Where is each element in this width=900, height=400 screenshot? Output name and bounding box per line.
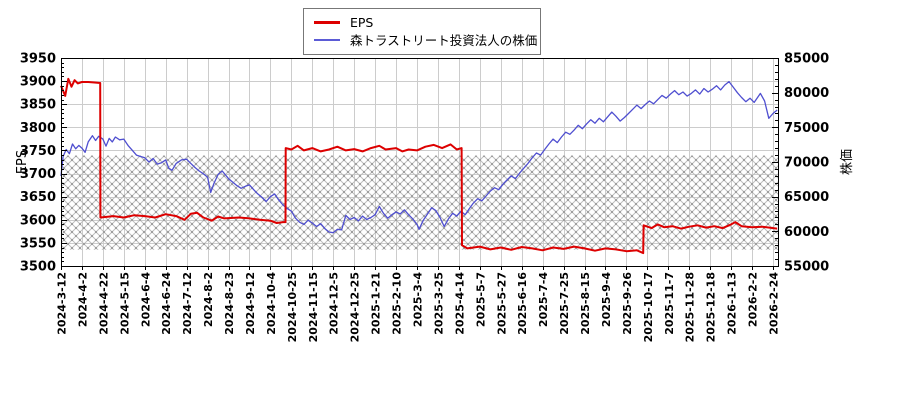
- left-tick-label: 3650: [20, 190, 56, 205]
- x-tick-label: 2024-12-25: [349, 272, 362, 342]
- price-line: [60, 80, 778, 234]
- right-tick-label: 70000: [784, 156, 829, 171]
- x-tick-label: 2025-11-7: [663, 272, 676, 335]
- right-tick-label: 85000: [784, 52, 829, 67]
- x-tick-label: 2024-11-15: [307, 272, 320, 342]
- x-tick-label: 2025-9-26: [621, 272, 634, 335]
- right-tick-label: 65000: [784, 190, 829, 205]
- tick-marks: [61, 58, 778, 270]
- x-tick-label: 2024-4-22: [97, 272, 110, 335]
- x-tick-label: 2024-7-12: [181, 272, 194, 335]
- x-tick-label: 2024-5-15: [118, 272, 131, 335]
- left-tick-label: 3850: [20, 98, 56, 113]
- right-tick-label: 75000: [784, 121, 829, 136]
- x-tick-label: 2025-2-10: [391, 272, 404, 335]
- x-tick-label: 2025-6-16: [516, 272, 529, 335]
- x-tick-label: 2025-3-4: [412, 272, 425, 327]
- x-tick-label: 2025-1-21: [370, 272, 383, 335]
- x-tick-label: 2024-3-12: [56, 272, 69, 335]
- x-tick-label: 2024-6-24: [160, 272, 173, 335]
- x-tick-label: 2025-11-28: [684, 272, 697, 342]
- x-tick-label: 2025-3-25: [432, 272, 445, 335]
- x-tick-label: 2024-10-4: [265, 272, 278, 335]
- x-tick-label: 2026-2-24: [768, 272, 781, 335]
- axis-labels: 3500 3550 3600 3650 3700 3750 3800 3850 3900 3950…: [20, 52, 829, 343]
- x-tick-label: 2026-1-13: [726, 272, 739, 335]
- x-tick-label: 2025-5-7: [474, 272, 487, 327]
- x-tick-label: 2025-5-27: [495, 272, 508, 335]
- legend-item-eps: EPS: [314, 14, 530, 31]
- x-tick-label: 2024-9-12: [244, 272, 257, 335]
- legend: EPS 森トラストリート投資法人の株価: [303, 8, 541, 55]
- right-tick-label: 80000: [784, 86, 829, 101]
- left-tick-label: 3550: [20, 236, 56, 251]
- eps-line: [60, 77, 778, 255]
- x-tick-label: 2024-4-2: [76, 272, 89, 327]
- legend-label-price: 森トラストリート投資法人の株価: [350, 33, 538, 48]
- left-tick-label: 3500: [20, 260, 56, 275]
- x-tick-label: 2025-9-4: [600, 272, 613, 327]
- x-tick-label: 2025-12-18: [705, 272, 718, 342]
- x-tick-label: 2024-6-4: [139, 272, 152, 327]
- x-tick-label: 2026-2-2: [747, 272, 760, 327]
- left-tick-label: 3950: [20, 52, 56, 67]
- x-tick-label: 2024-12-5: [328, 272, 341, 335]
- x-tick-label: 2024-10-25: [286, 272, 299, 342]
- x-tick-label: 2025-4-14: [453, 272, 466, 335]
- price-line-swatch-icon: [314, 38, 340, 41]
- x-tick-label: 2024-8-23: [223, 272, 236, 335]
- left-tick-label: 3750: [20, 144, 56, 159]
- plot-frame: [61, 58, 779, 267]
- x-tick-label: 2025-10-17: [642, 272, 655, 342]
- left-tick-label: 3700: [20, 167, 56, 182]
- right-axis-title: 株価: [840, 148, 855, 176]
- eps-line-swatch-icon: [314, 21, 340, 24]
- left-tick-label: 3800: [20, 121, 56, 136]
- legend-item-price: 森トラストリート投資法人の株価: [314, 31, 537, 48]
- hatched-band: [61, 155, 778, 250]
- x-tick-label: 2024-8-2: [202, 272, 215, 327]
- left-tick-label: 3600: [20, 213, 56, 228]
- x-tick-label: 2025-7-25: [558, 272, 571, 335]
- right-tick-label: 55000: [784, 260, 829, 275]
- left-tick-label: 3900: [20, 75, 56, 90]
- legend-label-eps: EPS: [350, 15, 374, 30]
- x-tick-label: 2025-8-15: [579, 272, 592, 335]
- left-axis-title: EPS: [15, 149, 30, 175]
- x-tick-label: 2025-7-4: [537, 272, 550, 327]
- right-tick-label: 60000: [784, 225, 829, 240]
